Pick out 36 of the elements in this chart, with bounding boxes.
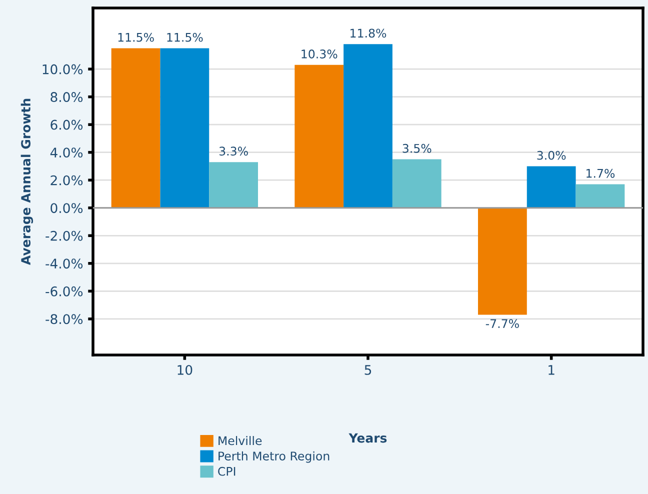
bar bbox=[478, 208, 527, 315]
bar bbox=[526, 166, 576, 208]
bar bbox=[344, 44, 392, 208]
data-label: 3.3% bbox=[219, 146, 248, 156]
data-label: 11.5% bbox=[118, 32, 154, 42]
y-axis-title: Average Annual Growth bbox=[20, 98, 34, 265]
data-label: 3.0% bbox=[537, 150, 566, 160]
y-tick-label: 6.0% bbox=[50, 120, 83, 130]
data-label: 11.5% bbox=[167, 32, 203, 42]
x-axis-title: Years bbox=[348, 433, 387, 443]
y-tick-label: -2.0% bbox=[46, 230, 83, 241]
data-label: 1.7% bbox=[586, 168, 615, 178]
bar bbox=[111, 48, 160, 208]
y-tick-label: 2.0% bbox=[50, 175, 83, 186]
y-tick-label: -4.0% bbox=[46, 258, 83, 269]
data-label: 3.5% bbox=[402, 144, 432, 153]
x-tick-label: 1 bbox=[548, 365, 554, 375]
legend-label: Perth Metro Region bbox=[218, 451, 330, 463]
data-label: 10.3% bbox=[302, 50, 338, 58]
bar bbox=[392, 159, 442, 208]
data-label: 11.8% bbox=[350, 28, 386, 38]
data-label: -7.7% bbox=[486, 319, 519, 328]
legend-label: CPI bbox=[218, 466, 236, 476]
bar bbox=[294, 64, 344, 208]
y-tick-label: 4.0% bbox=[50, 148, 83, 158]
y-tick-label: -8.0% bbox=[46, 314, 83, 324]
bar bbox=[209, 162, 258, 208]
y-tick-label: 10.0% bbox=[42, 64, 83, 74]
y-tick-label: 0.0% bbox=[50, 203, 83, 214]
x-tick-label: 10 bbox=[178, 364, 192, 375]
legend-label: Melville bbox=[218, 436, 262, 446]
x-tick-label: 5 bbox=[364, 365, 372, 375]
y-tick-label: -6.0% bbox=[46, 286, 83, 296]
y-tick-label: 8.0% bbox=[50, 92, 83, 102]
bar bbox=[160, 48, 210, 208]
bar bbox=[576, 184, 625, 208]
